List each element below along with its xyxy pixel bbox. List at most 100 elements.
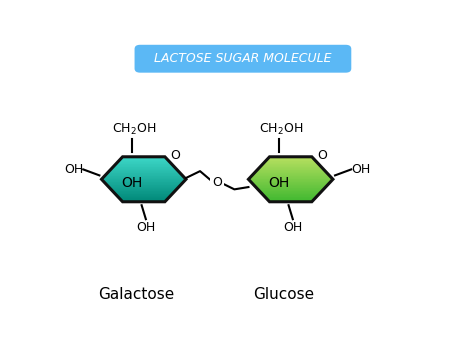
Bar bbox=[245, 172, 337, 173]
FancyBboxPatch shape bbox=[135, 45, 351, 73]
Bar bbox=[245, 197, 337, 198]
Bar bbox=[98, 200, 190, 201]
Bar bbox=[245, 186, 337, 187]
Text: OH: OH bbox=[283, 222, 302, 234]
Bar bbox=[245, 178, 337, 179]
Bar bbox=[245, 168, 337, 169]
Bar bbox=[98, 183, 190, 184]
Bar bbox=[98, 161, 190, 162]
Bar bbox=[245, 199, 337, 200]
Bar bbox=[98, 166, 190, 167]
Bar bbox=[98, 196, 190, 197]
Bar bbox=[245, 174, 337, 175]
Text: Glucose: Glucose bbox=[253, 286, 314, 302]
Bar bbox=[98, 170, 190, 171]
Bar bbox=[245, 185, 337, 186]
Bar bbox=[98, 192, 190, 193]
Bar bbox=[245, 190, 337, 191]
Bar bbox=[245, 184, 337, 185]
Bar bbox=[98, 191, 190, 192]
Bar bbox=[245, 175, 337, 176]
Bar bbox=[98, 198, 190, 199]
Bar bbox=[245, 171, 337, 172]
Bar bbox=[98, 173, 190, 174]
Bar bbox=[98, 186, 190, 187]
Bar bbox=[245, 166, 337, 167]
Bar bbox=[245, 159, 337, 160]
Bar bbox=[245, 165, 337, 166]
Bar bbox=[245, 173, 337, 174]
Bar bbox=[98, 172, 190, 173]
Bar bbox=[98, 171, 190, 172]
Bar bbox=[98, 187, 190, 188]
Bar bbox=[245, 177, 337, 178]
Bar bbox=[245, 196, 337, 197]
Text: OH: OH bbox=[64, 163, 83, 176]
Bar bbox=[245, 161, 337, 162]
Bar bbox=[245, 158, 337, 159]
Bar bbox=[98, 180, 190, 181]
Bar bbox=[98, 199, 190, 200]
Bar bbox=[245, 180, 337, 181]
Bar bbox=[98, 158, 190, 159]
Text: OH: OH bbox=[268, 176, 290, 190]
Text: O: O bbox=[212, 176, 222, 189]
Bar bbox=[245, 170, 337, 171]
Bar bbox=[98, 165, 190, 166]
Bar bbox=[245, 201, 337, 202]
Bar bbox=[245, 167, 337, 168]
Bar bbox=[245, 191, 337, 192]
Bar bbox=[98, 177, 190, 178]
Bar bbox=[245, 182, 337, 183]
Text: CH$_2$OH: CH$_2$OH bbox=[112, 122, 156, 137]
Bar bbox=[245, 163, 337, 164]
Bar bbox=[98, 184, 190, 185]
Bar bbox=[98, 174, 190, 175]
Bar bbox=[98, 179, 190, 180]
Text: OH: OH bbox=[351, 163, 370, 176]
Bar bbox=[98, 169, 190, 170]
Bar bbox=[98, 175, 190, 176]
Bar bbox=[98, 195, 190, 196]
Bar bbox=[98, 168, 190, 169]
Bar bbox=[98, 159, 190, 160]
Bar bbox=[245, 179, 337, 180]
Bar bbox=[98, 188, 190, 189]
Bar bbox=[98, 182, 190, 183]
Text: OH: OH bbox=[136, 222, 155, 234]
Bar bbox=[98, 157, 190, 158]
Bar bbox=[98, 162, 190, 163]
Bar bbox=[245, 189, 337, 190]
Bar bbox=[98, 181, 190, 182]
Text: OH: OH bbox=[121, 176, 143, 190]
Bar bbox=[98, 193, 190, 194]
Bar bbox=[98, 190, 190, 191]
Bar bbox=[245, 183, 337, 184]
Bar bbox=[98, 194, 190, 195]
Bar bbox=[98, 160, 190, 161]
Text: O: O bbox=[318, 149, 328, 162]
Bar bbox=[245, 160, 337, 161]
Bar bbox=[98, 164, 190, 165]
Bar bbox=[245, 162, 337, 163]
Bar bbox=[245, 187, 337, 188]
Bar bbox=[98, 167, 190, 168]
Bar bbox=[98, 197, 190, 198]
Bar bbox=[245, 169, 337, 170]
Bar bbox=[98, 201, 190, 202]
Bar bbox=[245, 157, 337, 158]
Bar bbox=[245, 193, 337, 194]
Bar bbox=[245, 181, 337, 182]
Bar bbox=[245, 194, 337, 195]
Bar bbox=[245, 188, 337, 189]
Bar bbox=[98, 176, 190, 177]
Bar bbox=[98, 185, 190, 186]
Bar bbox=[98, 163, 190, 164]
Bar bbox=[245, 176, 337, 177]
Bar bbox=[98, 178, 190, 179]
Text: Galactose: Galactose bbox=[98, 286, 174, 302]
Text: CH$_2$OH: CH$_2$OH bbox=[259, 122, 303, 137]
Text: O: O bbox=[171, 149, 181, 162]
Bar bbox=[245, 192, 337, 193]
Bar bbox=[245, 164, 337, 165]
